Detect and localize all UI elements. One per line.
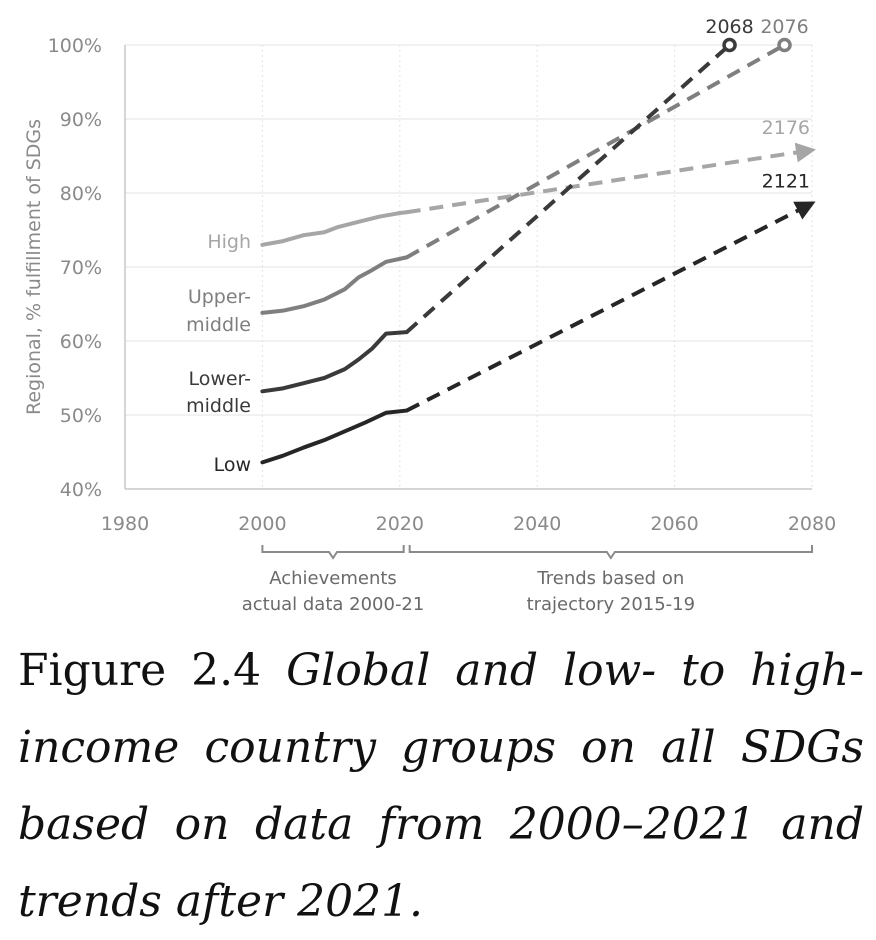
y-tick-label: 80% [60,183,102,205]
x-tick-label: 1980 [101,513,149,535]
series-actual-lower-middle [260,330,409,394]
x-tick-label: 2080 [788,513,836,535]
series-lines [260,37,816,465]
period-bracket [261,545,405,560]
y-tick-label: 60% [60,331,102,353]
bracket-label-line1: Achievements [269,568,397,589]
y-tick-label: 90% [60,109,102,131]
y-tick-label: 40% [60,479,102,501]
series-trend-high [406,142,816,215]
figure-label: Figure 2.4 [18,645,262,696]
series-actual-low [260,408,409,465]
series-labels: 2176 2076 2068 2121 High Upper-middle Lower-mi… [186,16,810,476]
y-tick-label: 70% [60,257,102,279]
series-trend-low [405,201,816,413]
series-label-lower-middle-1: Lower- [188,368,251,390]
y-tick-label: 100% [48,35,102,57]
x-tick-label: 2000 [238,513,286,535]
end-marker-upper-middle [777,37,792,53]
bracket-label-line1: Trends based on [536,568,684,589]
x-tick-label: 2040 [513,513,561,535]
figure-caption-text: Global and low- to high-income country g… [18,645,864,927]
series-label-lower-middle-2: middle [186,395,251,417]
x-tick-label: 2020 [376,513,424,535]
bracket-label-line2: actual data 2000-21 [242,594,425,615]
series-label-upper-middle-1: Upper- [188,286,251,308]
figure-caption: Figure 2.4 Global and low- to high-incom… [18,632,864,940]
series-actual-high [260,210,409,247]
gridlines [125,44,813,489]
series-actual-upper-middle [260,255,409,315]
series-label-low: Low [214,454,251,476]
end-marker-lower-middle [722,37,737,53]
series-label-upper-middle-2: middle [186,314,251,336]
series-trend-lower-middle [405,43,731,334]
sdg-trend-chart: 40% 50% 60% 70% 80% 90% 100% 1980 2000 2020 2040 20… [23,16,836,615]
period-bracket [408,545,813,560]
end-year-label-lower-middle: 2068 [705,16,753,38]
period-brackets: Achievements actual data 2000-21 Trends ba… [242,545,813,615]
end-year-label-upper-middle: 2076 [760,16,808,38]
series-label-high: High [207,231,251,253]
x-tick-label: 2060 [650,513,698,535]
bracket-label-line2: trajectory 2015-19 [527,594,696,615]
y-tick-label: 50% [60,405,102,427]
y-axis-title: Regional, % fulfillment of SDGs [23,119,45,415]
end-year-label-low: 2121 [762,170,810,192]
end-year-label-high: 2176 [762,117,810,139]
axes: 40% 50% 60% 70% 80% 90% 100% 1980 2000 2020 2040 20… [23,35,836,535]
series-trend-upper-middle [405,43,786,260]
